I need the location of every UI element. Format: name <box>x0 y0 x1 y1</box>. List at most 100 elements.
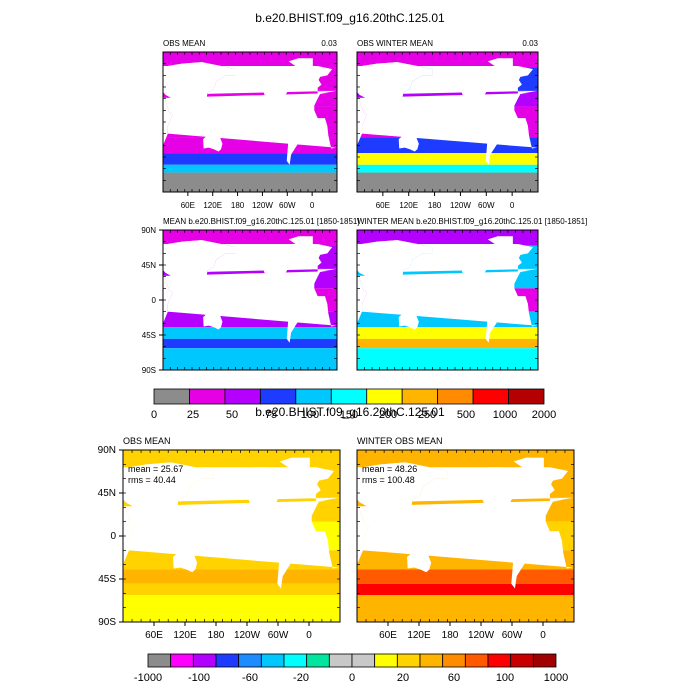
x-tick-label: 60E <box>376 201 390 210</box>
land-mask <box>438 66 496 116</box>
land-mask <box>165 62 337 119</box>
colorbar-swatch <box>224 388 261 405</box>
x-tick-label: 120W <box>450 201 471 210</box>
ocean-band <box>123 569 340 584</box>
x-tick-label: 120E <box>173 630 197 641</box>
y-tick-label: 90N <box>141 226 156 235</box>
panel-corner-value: 0.03 <box>321 39 337 48</box>
ocean-band <box>357 348 538 370</box>
y-tick-label: 45S <box>98 574 116 585</box>
colorbar-swatch <box>192 653 217 668</box>
x-tick-label: 180 <box>231 201 245 210</box>
colorbar-label: 20 <box>397 672 409 684</box>
land-mask <box>389 296 413 307</box>
panel-title: WINTER OBS MEAN <box>357 436 443 446</box>
panel-corner-value: 0.03 <box>522 39 538 48</box>
y-tick-label: 45N <box>98 488 116 499</box>
colorbar-swatch <box>153 388 190 405</box>
panel-title: OBS MEAN <box>123 436 171 446</box>
land-mask <box>357 462 448 532</box>
land-mask <box>396 531 424 544</box>
x-tick-label: 60W <box>502 630 523 641</box>
colorbar-swatch <box>401 388 439 405</box>
colorbar-swatch <box>442 653 466 668</box>
figure-title-bottom: b.e20.BHIST.f09_g16.20thC.125.01 <box>255 405 445 419</box>
colorbar-label: 1000 <box>493 409 517 421</box>
ocean-band <box>357 338 538 349</box>
land-mask <box>203 131 223 152</box>
x-tick-label: 120W <box>234 630 261 641</box>
colorbar-label: 75 <box>265 409 277 421</box>
colorbar-swatch <box>437 388 474 405</box>
land-mask <box>359 62 537 119</box>
land-mask <box>126 462 339 532</box>
land-mask <box>163 62 236 119</box>
y-tick-label: 90S <box>98 617 116 628</box>
land-mask <box>398 131 419 152</box>
colorbar-label: 50 <box>226 409 238 421</box>
land-mask <box>288 236 313 252</box>
colorbar-label: 200 <box>379 409 397 421</box>
y-tick-label: 0 <box>152 296 157 305</box>
ocean-band <box>163 327 337 339</box>
land-mask <box>273 526 301 589</box>
x-tick-label: 120W <box>468 630 495 641</box>
land-mask <box>123 462 214 532</box>
colorbar-swatch <box>170 653 194 668</box>
ocean-band <box>163 348 337 370</box>
land-mask <box>165 240 337 297</box>
colorbar-swatch <box>374 653 398 668</box>
land-mask <box>357 505 370 565</box>
colorbar-swatch <box>532 653 557 668</box>
x-tick-label: 60W <box>478 201 495 210</box>
y-tick-label: 90S <box>142 366 156 375</box>
panel-title: MEAN b.e20.BHIST.f09_g16.20thC.125.01 [1… <box>163 217 360 226</box>
ocean-band <box>123 583 340 596</box>
x-tick-label: 0 <box>310 201 315 210</box>
colorbar-label: 2000 <box>532 409 556 421</box>
ocean-band <box>123 595 340 622</box>
ocean-band <box>163 164 337 173</box>
land-mask <box>487 58 513 74</box>
land-mask <box>241 66 296 116</box>
colorbar-label: 0 <box>349 672 355 684</box>
ocean-band <box>357 327 538 339</box>
ocean-band <box>357 164 538 173</box>
x-tick-label: 180 <box>442 630 459 641</box>
land-mask <box>163 240 236 297</box>
map-panel-model-winter-mean: WINTER MEAN b.e20.BHIST.f09_g16.20thC.12… <box>356 217 587 371</box>
colorbar-swatch <box>215 653 240 668</box>
land-mask <box>487 236 513 252</box>
x-tick-label: 0 <box>306 630 312 641</box>
land-mask <box>288 58 313 74</box>
colorbar-swatch <box>238 653 262 668</box>
panel-stat: mean = 25.67 <box>128 464 183 474</box>
colorbar-swatch <box>189 388 226 405</box>
colorbar-swatch <box>260 653 285 668</box>
panel-stat: rms = 100.48 <box>362 475 415 485</box>
colorbar-top: 0 25 50 75 100 150 200 250 500 1000 2000 <box>151 388 556 421</box>
colorbar-label: 100 <box>496 672 514 684</box>
x-tick-label: 0 <box>510 201 515 210</box>
y-tick-label: 45S <box>142 331 156 340</box>
colorbar-label: 60 <box>448 672 460 684</box>
ocean-band <box>163 338 337 349</box>
x-tick-label: 60E <box>145 630 163 641</box>
ocean-band <box>163 172 337 192</box>
colorbar-swatch <box>508 388 545 405</box>
land-mask <box>194 118 217 129</box>
x-tick-label: 60W <box>268 630 289 641</box>
land-mask <box>173 547 198 573</box>
land-mask <box>123 505 136 565</box>
colorbar-swatch <box>419 653 444 668</box>
colorbar-swatch <box>259 388 297 405</box>
land-mask <box>283 292 306 343</box>
land-mask <box>398 309 419 330</box>
y-tick-label: 45N <box>141 261 156 270</box>
panel-title: OBS MEAN <box>163 39 205 48</box>
panel-stat: rms = 40.44 <box>128 475 176 485</box>
ocean-band <box>357 595 574 622</box>
colorbar-swatch <box>283 653 308 668</box>
colorbar-swatch <box>295 388 332 405</box>
